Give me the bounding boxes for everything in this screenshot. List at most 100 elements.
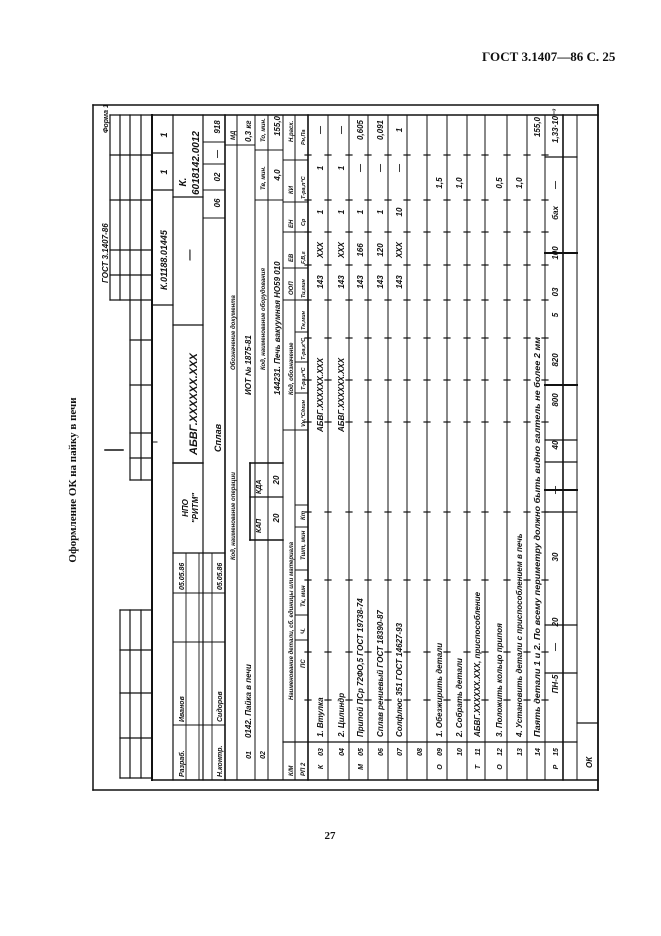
column-header: ЕВ [289, 253, 295, 262]
column-header: Т-ра,н°С [301, 366, 307, 390]
material-code: 02 [213, 172, 222, 181]
column-header: Тшт, мин [301, 530, 307, 560]
mode-value: 03 [551, 287, 560, 296]
mode-value: 100 [551, 246, 560, 260]
row-text: 4. Установить детали с приспособлением в… [515, 533, 524, 738]
page-header: ГОСТ 3.1407—86 С. 25 [482, 49, 616, 64]
developer-name: Иванов [179, 695, 186, 722]
column-header: Рн,Па [301, 129, 307, 145]
row-prefix: Р [553, 764, 560, 769]
row-time: 0,5 [495, 177, 504, 189]
row-value: 143 [316, 275, 325, 289]
column-header: ЕН [289, 219, 295, 228]
developed-by-label: Разраб. [178, 750, 186, 777]
row-value: 0,091 [376, 119, 385, 140]
row-value: 10 [395, 207, 404, 216]
column-header: F,В,г [301, 251, 307, 264]
row-main-time: 155,0 [533, 116, 542, 137]
mass-label: МД [231, 130, 237, 140]
row-number: 03 [318, 748, 325, 756]
column-header: Наименование детали, сб. единицы или мат… [288, 541, 295, 700]
row-prefix: Т [475, 764, 482, 769]
mode-value: — [551, 180, 560, 190]
tv-label: Тв, мин. [261, 166, 267, 190]
to-label: То, мин. [261, 118, 267, 142]
equipment-header: Код, наименование оборудования [260, 268, 267, 370]
column-header: Vн,°С/мин [301, 399, 307, 427]
mode-value: 5 [551, 312, 560, 317]
column-header: КИ [289, 185, 295, 194]
row-designation: АБВГ.XXXXXX.XXX [337, 357, 346, 433]
row-value: 1 [376, 209, 385, 214]
form-number-label: Форма 1 [103, 104, 110, 133]
kda-value: 20 [272, 475, 281, 485]
row-time: 1,0 [455, 177, 464, 189]
row-value: 1 [316, 165, 325, 170]
to-value: 155,0 [273, 115, 282, 136]
row-number: 12 [497, 748, 504, 756]
column-header: ООП [289, 281, 295, 295]
form-grid [92, 104, 599, 791]
page-caption: Оформление ОК на пайку в печи [67, 397, 79, 563]
column-header: Н.расх. [289, 120, 295, 142]
row-prefix: О [497, 764, 504, 770]
organization-name: НПО [181, 498, 190, 517]
mode-value: — [551, 642, 560, 652]
mass-value: 0,3 кг [244, 120, 253, 142]
row-value: 1 [316, 209, 325, 214]
mode-value: 40 [551, 440, 560, 450]
row-prefix: М [358, 764, 365, 770]
row-number: 05 [358, 748, 365, 756]
mode-value: 20 [551, 617, 560, 627]
row-value: 166 [356, 243, 365, 257]
row-value: XXX [337, 241, 346, 259]
row-text: АБВГ.XXXXXX.XXX, приспособление [473, 591, 482, 738]
page-number: 27 [325, 830, 337, 842]
material-code: 06 [213, 198, 222, 207]
row-value: — [395, 163, 404, 173]
part-designation: АБВГ.XXXXXX.XXX [188, 352, 200, 456]
row-prefix: О [437, 764, 444, 770]
row-text: Сплав рениевый ГОСТ 18390-87 [376, 610, 385, 737]
norm-controller-name: Сидоров [216, 691, 224, 722]
row-number: 07 [397, 747, 404, 756]
footer-label: ОК [585, 756, 594, 768]
column-header: Код, обозначение [288, 342, 295, 395]
row-number: 13 [517, 748, 524, 756]
row-text: 1. Втулка [316, 697, 325, 737]
column-header: Т-ра,к°С [301, 337, 307, 360]
column-header: ПС [301, 659, 307, 668]
row-value: XXX [316, 241, 325, 259]
column-header: Тк, мин [301, 585, 307, 607]
form-standard: ГОСТ 3.1407-86 [101, 223, 110, 283]
column-header: Ср [301, 218, 307, 226]
row-value: — [356, 163, 365, 173]
row-value: 1 [356, 209, 365, 214]
mode-value: 800 [551, 393, 560, 407]
material-code: — [213, 149, 222, 159]
developed-date: 05.05.86 [179, 563, 186, 590]
organization-name: "РИТМ" [191, 493, 200, 524]
row-number: 02 [260, 751, 267, 759]
row-number: 04 [339, 748, 346, 756]
column-header: Тн,мин [301, 310, 307, 330]
row-number: 11 [475, 748, 482, 755]
card-code-prefix: К. [178, 178, 189, 187]
sheet-number: 1 [159, 132, 169, 137]
column-header: Ч. [301, 628, 307, 634]
kap-label: КАП [256, 518, 263, 533]
row-prefix: К [318, 764, 325, 769]
equipment: 144231. Печь вакуумная НО59 010 [273, 261, 282, 395]
row-number: 10 [457, 748, 464, 756]
row-value: 1 [395, 127, 404, 132]
row-value: — [316, 125, 325, 135]
column-header: Т-ра,п°С [301, 175, 307, 199]
row-value: XXX [395, 241, 404, 259]
material-code: 918 [213, 120, 222, 134]
row-value: 1 [337, 165, 346, 170]
row-value: 143 [376, 275, 385, 289]
row-value: 0,605 [356, 119, 365, 140]
